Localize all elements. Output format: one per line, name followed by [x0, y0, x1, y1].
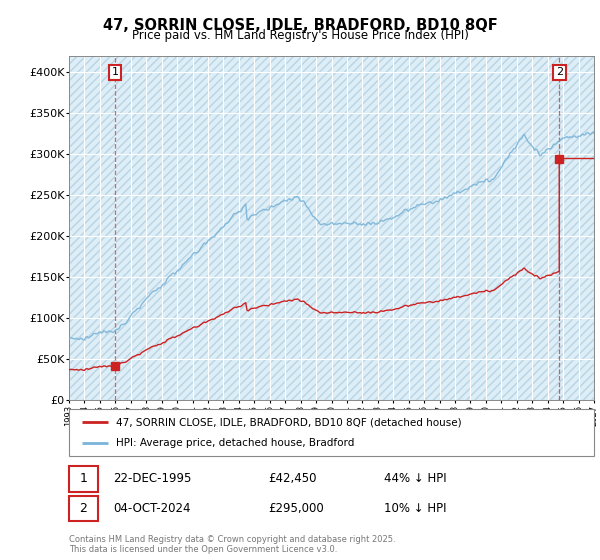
Text: 10% ↓ HPI: 10% ↓ HPI [384, 502, 446, 515]
Text: £295,000: £295,000 [269, 502, 324, 515]
Text: 47, SORRIN CLOSE, IDLE, BRADFORD, BD10 8QF (detached house): 47, SORRIN CLOSE, IDLE, BRADFORD, BD10 8… [116, 417, 462, 427]
Text: 47, SORRIN CLOSE, IDLE, BRADFORD, BD10 8QF: 47, SORRIN CLOSE, IDLE, BRADFORD, BD10 8… [103, 18, 497, 33]
Text: HPI: Average price, detached house, Bradford: HPI: Average price, detached house, Brad… [116, 438, 355, 448]
Text: 2: 2 [556, 67, 563, 77]
Bar [69, 466, 98, 492]
Text: £42,450: £42,450 [269, 473, 317, 486]
Text: 44% ↓ HPI: 44% ↓ HPI [384, 473, 446, 486]
Bar [69, 496, 98, 521]
Text: 1: 1 [79, 473, 88, 486]
Text: 22-DEC-1995: 22-DEC-1995 [113, 473, 192, 486]
Text: 1: 1 [112, 67, 118, 77]
Text: Contains HM Land Registry data © Crown copyright and database right 2025.
This d: Contains HM Land Registry data © Crown c… [69, 535, 395, 554]
Text: Price paid vs. HM Land Registry's House Price Index (HPI): Price paid vs. HM Land Registry's House … [131, 29, 469, 42]
Text: 04-OCT-2024: 04-OCT-2024 [113, 502, 191, 515]
Text: 2: 2 [79, 502, 88, 515]
